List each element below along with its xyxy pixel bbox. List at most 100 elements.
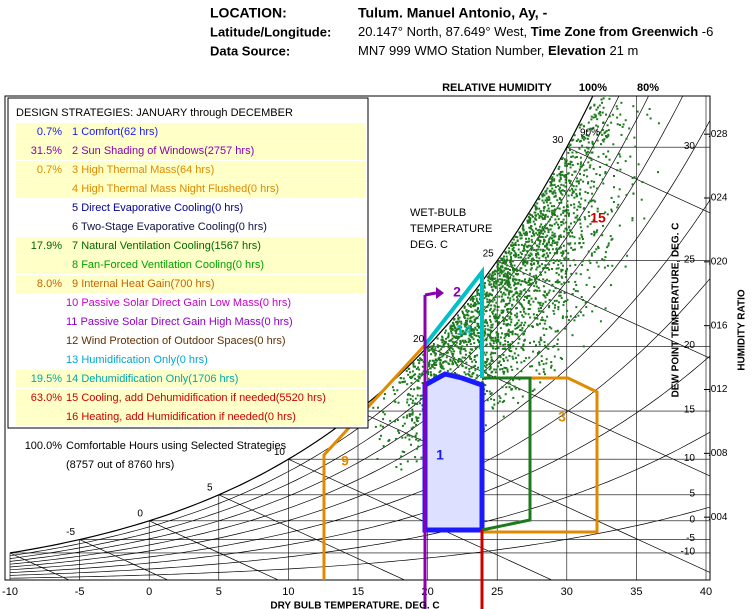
zone-label: 14 xyxy=(456,322,472,338)
climate-point xyxy=(574,289,577,292)
climate-point xyxy=(538,310,541,313)
climate-point xyxy=(595,173,598,175)
climate-point xyxy=(527,244,530,247)
climate-point xyxy=(497,272,500,275)
climate-point xyxy=(553,242,556,244)
climate-point xyxy=(536,266,539,269)
climate-point xyxy=(406,434,409,437)
climate-point xyxy=(526,240,529,243)
climate-point xyxy=(528,213,531,216)
climate-point xyxy=(474,301,476,304)
climate-point xyxy=(481,381,484,384)
climate-point xyxy=(564,270,567,273)
climate-point xyxy=(542,370,545,373)
climate-point xyxy=(563,292,566,294)
climate-point xyxy=(496,335,499,338)
climate-point xyxy=(516,296,518,299)
climate-point xyxy=(411,435,414,438)
climate-point xyxy=(507,280,510,283)
climate-point xyxy=(440,367,443,370)
dew-point-tick: 15 xyxy=(684,405,696,416)
climate-point xyxy=(525,237,527,240)
climate-point xyxy=(609,66,611,68)
climate-point xyxy=(566,204,569,207)
climate-point xyxy=(573,206,576,209)
climate-point xyxy=(558,281,561,284)
climate-point xyxy=(605,155,608,158)
climate-point xyxy=(518,338,521,341)
climate-point xyxy=(551,176,554,179)
climate-point xyxy=(514,244,517,246)
climate-point xyxy=(483,351,486,354)
climate-point xyxy=(564,162,567,165)
climate-point xyxy=(498,395,501,398)
strategy-item: 6 Two-Stage Evaporative Cooling(0 hrs) xyxy=(72,221,267,233)
climate-point xyxy=(595,124,598,127)
climate-point xyxy=(508,247,511,250)
climate-point xyxy=(475,299,478,302)
climate-point xyxy=(571,334,574,337)
climate-point xyxy=(419,357,421,360)
climate-point xyxy=(601,234,604,237)
climate-point xyxy=(476,289,479,292)
climate-point xyxy=(594,305,597,307)
climate-point xyxy=(602,122,605,124)
climate-point xyxy=(597,112,600,115)
climate-point xyxy=(532,350,535,353)
climate-point xyxy=(418,373,421,376)
climate-point xyxy=(451,348,454,351)
climate-point xyxy=(569,264,572,267)
climate-point xyxy=(525,231,528,233)
climate-point xyxy=(491,276,494,279)
climate-point xyxy=(545,293,548,296)
climate-point xyxy=(538,197,541,200)
climate-point xyxy=(567,252,570,255)
climate-point xyxy=(488,280,491,283)
climate-point xyxy=(400,455,403,458)
climate-point xyxy=(472,298,475,300)
climate-point xyxy=(530,267,533,270)
climate-point xyxy=(518,295,521,298)
climate-point xyxy=(504,250,507,253)
climate-point xyxy=(557,263,560,266)
climate-point xyxy=(509,330,512,333)
climate-point xyxy=(551,248,554,251)
climate-point xyxy=(522,343,525,346)
climate-point xyxy=(553,223,556,226)
latlon: 20.147° North, 87.649° West, Time Zone f… xyxy=(358,24,713,39)
strategy-item: 16 Heating, add Humidification if needed… xyxy=(66,411,296,423)
climate-point xyxy=(502,322,505,325)
climate-point xyxy=(529,283,531,286)
climate-point xyxy=(567,319,570,322)
climate-point xyxy=(581,238,584,240)
climate-point xyxy=(537,301,540,304)
climate-point xyxy=(477,311,480,314)
climate-point xyxy=(465,309,468,312)
climate-point xyxy=(596,210,599,213)
climate-point xyxy=(491,288,494,291)
climate-point xyxy=(605,71,607,73)
climate-point xyxy=(593,113,596,116)
climate-point xyxy=(575,216,578,219)
climate-point xyxy=(624,160,627,163)
climate-point xyxy=(573,196,576,199)
climate-point xyxy=(441,355,444,358)
climate-point xyxy=(414,435,417,438)
climate-point xyxy=(605,113,607,116)
climate-point xyxy=(496,339,499,342)
climate-point xyxy=(557,223,559,226)
strategy-percent: 0.7% xyxy=(37,126,62,138)
climate-point xyxy=(489,326,492,329)
climate-point xyxy=(542,232,545,235)
climate-point xyxy=(541,194,544,197)
x-tick-label: 20 xyxy=(421,586,433,598)
climate-point xyxy=(538,257,541,260)
climate-point xyxy=(576,162,579,165)
climate-point xyxy=(551,268,553,270)
climate-point xyxy=(534,204,537,207)
climate-point xyxy=(578,126,581,129)
climate-point xyxy=(510,258,513,261)
climate-point xyxy=(555,267,558,270)
climate-point xyxy=(502,354,505,356)
climate-point xyxy=(547,291,550,294)
